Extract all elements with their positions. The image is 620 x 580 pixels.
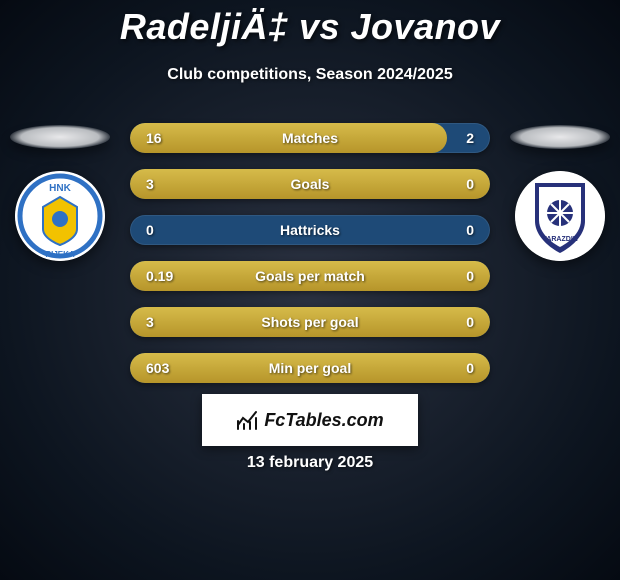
hnk-rijeka-icon: HNK RIJEKA [15, 171, 105, 261]
bar-shots-per-goal: 3 Shots per goal 0 [130, 307, 490, 337]
bar-right-value: 0 [430, 222, 490, 238]
bar-goals-per-match: 0.19 Goals per match 0 [130, 261, 490, 291]
bar-left-value: 0.19 [130, 268, 190, 284]
bar-left-value: 3 [130, 314, 190, 330]
brand-icon [236, 409, 258, 431]
decorative-ellipse [10, 125, 110, 149]
bar-min-per-goal: 603 Min per goal 0 [130, 353, 490, 383]
comparison-bars: 16 Matches 2 3 Goals 0 0 Hattricks 0 0.1… [130, 123, 490, 399]
bar-goals: 3 Goals 0 [130, 169, 490, 199]
bar-label: Goals per match [190, 268, 430, 284]
bar-right-value: 0 [430, 314, 490, 330]
bar-right-value: 0 [430, 176, 490, 192]
team-left-column: HNK RIJEKA [10, 125, 110, 261]
bar-right-value: 0 [430, 360, 490, 376]
svg-text:HNK: HNK [49, 183, 71, 194]
team-left-crest: HNK RIJEKA [15, 171, 105, 261]
bar-left-value: 16 [130, 130, 190, 146]
brand-text: FcTables.com [264, 410, 383, 431]
bar-label: Matches [190, 130, 430, 146]
bar-label: Goals [190, 176, 430, 192]
subtitle: Club competitions, Season 2024/2025 [0, 66, 620, 84]
nk-varteks-icon: VARAZDIN [515, 171, 605, 261]
bar-left-value: 3 [130, 176, 190, 192]
footer-date: 13 february 2025 [0, 454, 620, 472]
bar-right-value: 0 [430, 268, 490, 284]
svg-text:VARAZDIN: VARAZDIN [542, 236, 578, 243]
team-right-column: VARAZDIN [510, 125, 610, 261]
bar-label: Hattricks [190, 222, 430, 238]
bar-hattricks: 0 Hattricks 0 [130, 215, 490, 245]
brand-badge: FcTables.com [202, 394, 418, 446]
bar-left-value: 0 [130, 222, 190, 238]
decorative-ellipse [510, 125, 610, 149]
bar-left-value: 603 [130, 360, 190, 376]
team-right-crest: VARAZDIN [515, 171, 605, 261]
page-title: RadeljiÄ‡ vs Jovanov [0, 0, 620, 48]
bar-label: Min per goal [190, 360, 430, 376]
bar-right-value: 2 [430, 130, 490, 146]
bar-label: Shots per goal [190, 314, 430, 330]
svg-text:RIJEKA: RIJEKA [45, 250, 75, 259]
bar-matches: 16 Matches 2 [130, 123, 490, 153]
